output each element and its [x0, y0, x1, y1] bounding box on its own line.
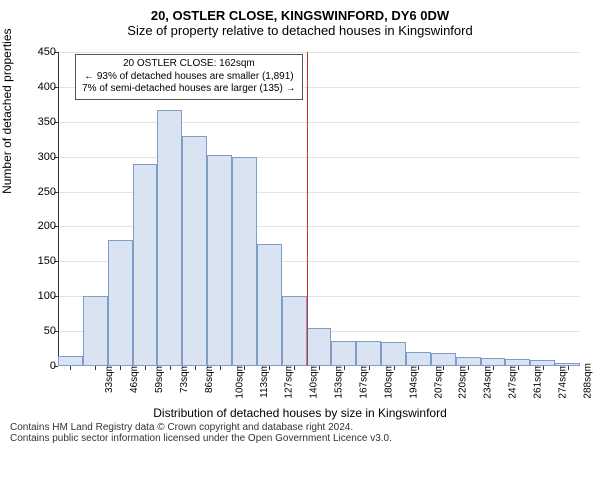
y-tick-label: 50 — [16, 325, 56, 337]
y-tick-mark — [54, 296, 58, 297]
x-tick-mark — [120, 366, 121, 370]
histogram-bar — [331, 341, 356, 366]
histogram-bar — [381, 342, 406, 366]
x-tick-mark — [95, 366, 96, 370]
x-tick-mark — [418, 366, 419, 370]
y-tick-label: 400 — [16, 81, 56, 93]
x-tick-mark — [244, 366, 245, 370]
x-tick-mark — [518, 366, 519, 370]
y-tick-label: 0 — [16, 360, 56, 372]
y-tick-label: 300 — [16, 151, 56, 163]
annotation-box: 20 OSTLER CLOSE: 162sqm← 93% of detached… — [75, 54, 302, 100]
y-tick-label: 450 — [16, 46, 56, 58]
y-tick-mark — [54, 87, 58, 88]
footer-copyright-2: Contains public sector information licen… — [10, 433, 590, 444]
histogram-bar — [555, 363, 580, 366]
reference-line — [307, 52, 308, 366]
x-tick-label: 46sqm — [129, 363, 140, 393]
x-tick-mark — [170, 366, 171, 370]
histogram-bar — [108, 240, 133, 366]
y-tick-label: 350 — [16, 116, 56, 128]
chart-title-main: 20, OSTLER CLOSE, KINGSWINFORD, DY6 0DW — [10, 8, 590, 23]
histogram-bar — [307, 328, 332, 366]
x-tick-label: 59sqm — [154, 363, 165, 393]
histogram-bar — [481, 358, 506, 366]
y-tick-mark — [54, 192, 58, 193]
annotation-line: ← 93% of detached houses are smaller (1,… — [82, 71, 295, 84]
chart-title-sub: Size of property relative to detached ho… — [10, 23, 590, 38]
plot-area: 20 OSTLER CLOSE: 162sqm← 93% of detached… — [58, 52, 580, 366]
chart-container: 20, OSTLER CLOSE, KINGSWINFORD, DY6 0DW … — [0, 0, 600, 500]
histogram-bar — [530, 360, 555, 366]
annotation-line: 7% of semi-detached houses are larger (1… — [82, 83, 295, 96]
y-tick-mark — [54, 331, 58, 332]
x-tick-label: 86sqm — [204, 363, 215, 393]
y-tick-mark — [54, 157, 58, 158]
x-tick-mark — [344, 366, 345, 370]
annotation-line: 20 OSTLER CLOSE: 162sqm — [82, 58, 295, 71]
x-tick-mark — [443, 366, 444, 370]
y-tick-mark — [54, 261, 58, 262]
y-tick-mark — [54, 122, 58, 123]
footer-copyright-1: Contains HM Land Registry data © Crown c… — [10, 422, 590, 433]
y-tick-mark — [54, 366, 58, 367]
histogram-bar — [157, 110, 182, 366]
y-axis — [58, 52, 59, 366]
x-axis-label: Distribution of detached houses by size … — [10, 406, 590, 420]
histogram-bar — [133, 164, 158, 366]
x-tick-mark — [394, 366, 395, 370]
histogram-bar — [58, 356, 83, 366]
histogram-bar — [83, 296, 108, 366]
y-tick-label: 250 — [16, 186, 56, 198]
x-tick-label: 288sqm — [582, 363, 593, 399]
histogram-bar — [257, 244, 282, 366]
x-tick-mark — [369, 366, 370, 370]
histogram-bar — [232, 157, 257, 366]
grid-line — [58, 52, 580, 53]
x-tick-mark — [294, 366, 295, 370]
x-tick-mark — [70, 366, 71, 370]
x-tick-mark — [543, 366, 544, 370]
y-tick-label: 150 — [16, 255, 56, 267]
histogram-bar — [356, 341, 381, 366]
x-tick-mark — [269, 366, 270, 370]
histogram-bar — [505, 359, 530, 366]
y-tick-mark — [54, 52, 58, 53]
x-tick-mark — [220, 366, 221, 370]
y-tick-label: 200 — [16, 220, 56, 232]
grid-line — [58, 157, 580, 158]
histogram-bar — [207, 155, 232, 366]
histogram-bar — [456, 357, 481, 366]
histogram-bar — [431, 353, 456, 366]
y-tick-label: 100 — [16, 290, 56, 302]
x-tick-mark — [468, 366, 469, 370]
histogram-bar — [182, 136, 207, 366]
grid-line — [58, 122, 580, 123]
x-tick-mark — [145, 366, 146, 370]
histogram-bar — [282, 296, 307, 366]
x-tick-label: 73sqm — [179, 363, 190, 393]
x-tick-mark — [568, 366, 569, 370]
y-axis-label: Number of detached properties — [0, 28, 14, 193]
histogram-bar — [406, 352, 431, 366]
x-tick-mark — [493, 366, 494, 370]
x-tick-mark — [319, 366, 320, 370]
x-tick-mark — [195, 366, 196, 370]
x-tick-label: 33sqm — [104, 363, 115, 393]
chart-region: Number of detached properties 20 OSTLER … — [10, 42, 590, 412]
y-tick-mark — [54, 226, 58, 227]
x-tick-label: 113sqm — [258, 363, 269, 398]
